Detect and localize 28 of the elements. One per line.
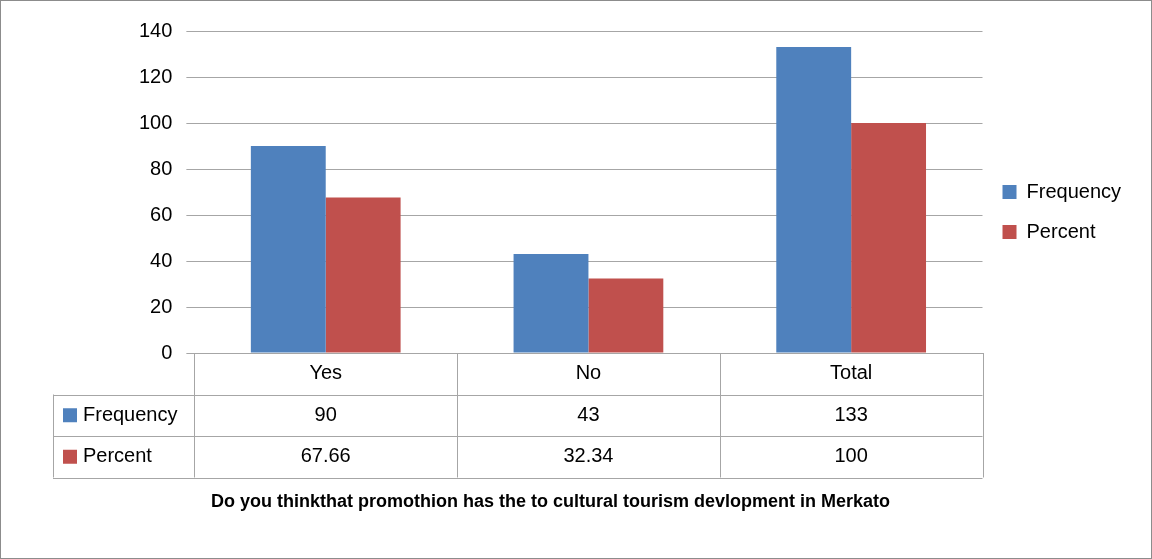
y-tick-label: 60 xyxy=(150,202,173,225)
text: Percent xyxy=(83,444,152,467)
data-label: 43 xyxy=(577,402,600,425)
x-tick-label: No xyxy=(575,360,602,383)
data-label: 90 xyxy=(314,402,337,425)
y-tick-label: 100 xyxy=(138,110,173,133)
y-tick-label: 40 xyxy=(150,248,173,271)
x-tick-label: Total xyxy=(830,360,873,383)
text: Do you thinkthat promothion has the to cultural tourism devlopment in Merkato xyxy=(211,491,891,512)
x-tick-label: Yes xyxy=(309,360,343,383)
bar xyxy=(851,123,927,353)
legend-label: Percent xyxy=(1026,219,1096,242)
data-label: 32.34 xyxy=(563,444,614,467)
y-tick-label: 120 xyxy=(138,64,173,87)
data-label: 67.66 xyxy=(300,444,351,467)
text: Frequency xyxy=(1026,179,1122,202)
bar xyxy=(325,197,401,353)
y-tick-label: 20 xyxy=(150,294,173,317)
y-tick-label: 140 xyxy=(138,18,173,41)
data-label: 133 xyxy=(834,402,868,425)
data-label: 100 xyxy=(834,444,868,467)
y-tick-label: 80 xyxy=(150,156,173,179)
bar xyxy=(513,254,589,353)
bar xyxy=(776,47,852,353)
bar xyxy=(588,278,664,353)
legend-label: Frequency xyxy=(83,402,178,425)
y-tick-label: 0 xyxy=(161,340,173,363)
bar xyxy=(250,146,326,353)
